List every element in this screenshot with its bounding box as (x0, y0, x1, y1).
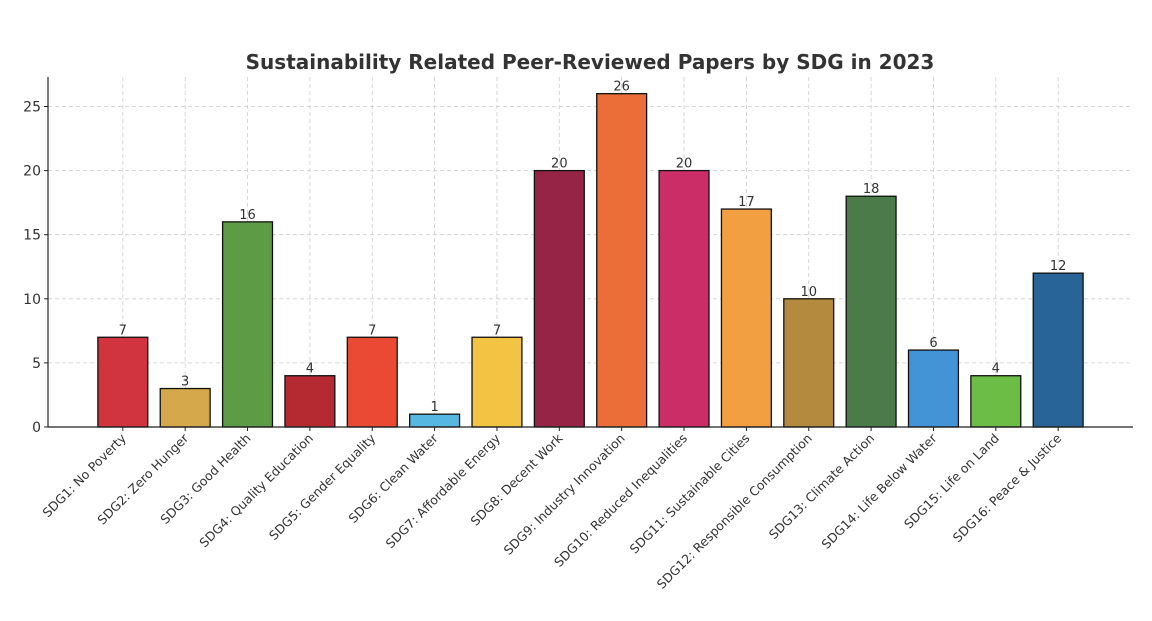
y-tick-label: 25 (23, 99, 41, 115)
data-label: 16 (239, 208, 256, 223)
data-label: 7 (368, 323, 376, 338)
bar (720, 208, 772, 428)
data-label: 4 (992, 362, 1000, 377)
y-tick-label: 10 (23, 292, 41, 308)
bar (221, 221, 274, 428)
bar (1032, 272, 1084, 428)
data-label: 7 (119, 323, 127, 338)
data-label: 7 (493, 323, 501, 338)
x-tick-label: SDG14: Life Below Water (818, 430, 940, 552)
bar (596, 93, 648, 428)
data-label: 20 (551, 157, 568, 172)
bar (970, 375, 1022, 428)
x-tick-label: SDG5: Gender Equality (266, 430, 379, 543)
data-label: 12 (1050, 259, 1067, 274)
y-tick-label: 15 (23, 228, 41, 244)
chart-title: Sustainability Related Peer-Reviewed Pap… (246, 50, 935, 74)
x-tick-label: SDG10: Reduced Inequalities (551, 431, 690, 570)
bar (471, 336, 523, 428)
bar (533, 169, 585, 428)
grid (48, 77, 1133, 428)
bar (284, 375, 336, 428)
data-label: 4 (306, 362, 314, 377)
data-label: 1 (430, 400, 438, 415)
x-tick-label: SDG13: Climate Action (766, 431, 877, 542)
bar (409, 413, 461, 428)
x-tick-label: SDG9: Industry Innovation (501, 431, 628, 558)
y-axis: 0 5 10 15 20 25 (23, 77, 49, 436)
data-label: 10 (800, 285, 817, 300)
bar (97, 336, 149, 428)
x-tick-label: SDG7: Affordable Energy (382, 430, 503, 551)
y-tick-label: 5 (32, 356, 41, 372)
bar (346, 336, 398, 428)
y-tick-label: 0 (32, 420, 41, 436)
bar (783, 298, 835, 428)
bar (658, 169, 710, 428)
x-tick-label: SDG4: Quality Education (196, 431, 316, 551)
data-label: 26 (613, 80, 630, 95)
data-label: 18 (863, 182, 880, 197)
bar (845, 195, 897, 428)
x-tick-label: SDG16: Peace & Justice (950, 430, 1065, 545)
bar (907, 349, 960, 428)
data-label: 20 (676, 157, 693, 172)
bars (97, 93, 1084, 428)
data-label: 17 (738, 195, 755, 210)
data-label: 3 (181, 375, 189, 390)
bar (159, 387, 211, 428)
y-tick-label: 20 (23, 164, 41, 180)
x-tick-label: SDG11: Sustainable Cities (627, 431, 753, 557)
data-label: 6 (929, 336, 937, 351)
